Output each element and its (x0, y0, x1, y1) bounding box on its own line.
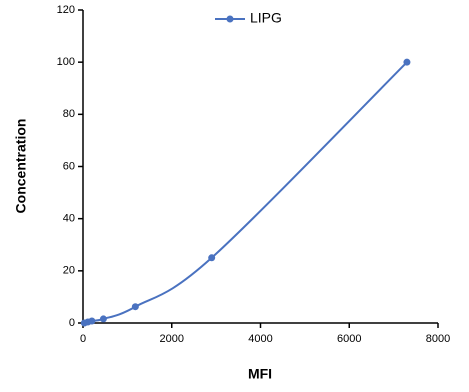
data-point (99, 315, 107, 323)
x-tick-label: 2000 (160, 333, 184, 345)
y-tick-label: 120 (57, 4, 75, 16)
data-point (88, 317, 96, 325)
y-tick-label: 40 (63, 213, 75, 225)
y-tick-label: 60 (63, 160, 75, 172)
x-tick-label: 4000 (248, 333, 272, 345)
legend-marker (226, 15, 234, 23)
series-line (84, 61, 408, 324)
y-tick-label: 80 (63, 108, 75, 120)
data-point (131, 303, 139, 311)
y-tick-label: 100 (57, 56, 75, 68)
x-tick-label: 6000 (337, 333, 361, 345)
x-tick-label: 0 (80, 333, 86, 345)
data-point (403, 58, 411, 66)
legend-label: LIPG (250, 10, 282, 26)
x-tick-label: 8000 (426, 333, 450, 345)
y-tick-label: 20 (63, 265, 75, 277)
x-axis-title: MFI (248, 366, 272, 382)
y-tick-label: 0 (69, 317, 75, 329)
data-point (208, 254, 216, 262)
y-axis-title: Concentration (13, 119, 29, 214)
